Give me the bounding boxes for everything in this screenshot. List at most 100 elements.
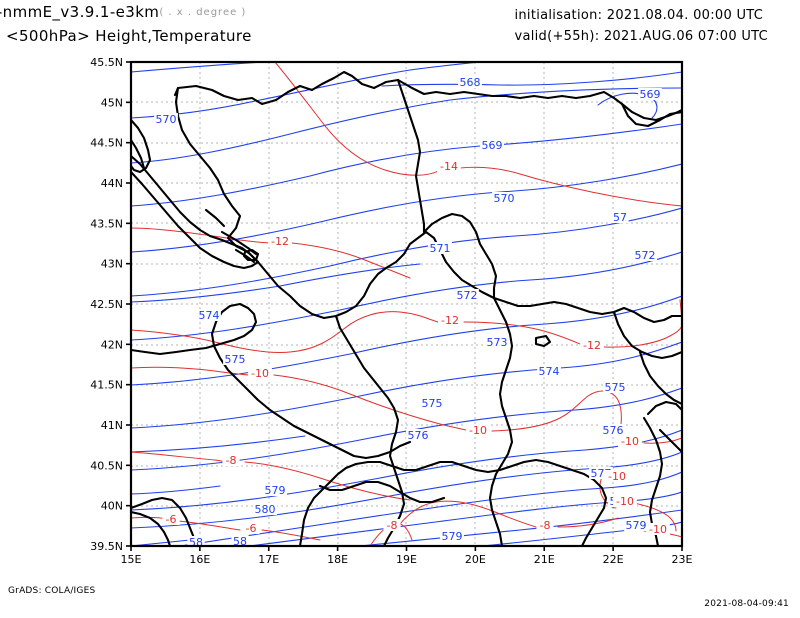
- initialisation-time: initialisation: 2021.08.04. 00:00 UTC: [514, 8, 764, 23]
- y-axis-tick-label: 43N: [101, 258, 123, 271]
- x-axis-tick-label: 20E: [465, 553, 486, 566]
- height-contour-label: 570: [156, 113, 177, 126]
- height-contour-label: 573: [487, 336, 508, 349]
- y-axis-tick-label: 42.5N: [90, 298, 123, 311]
- temperature-contour-label: -12: [583, 339, 601, 352]
- height-contour-label-halo: [485, 336, 509, 348]
- height-contour-label-halo: [480, 139, 504, 151]
- temperature-contour-labels: -14 -12 -12 -12 -10 -10 -10 -10 -10 -8 -8 -8 -6 -6 -10: [162, 160, 670, 536]
- height-contour-label-halo: [263, 484, 287, 496]
- height-contour-label-halo: [406, 429, 430, 441]
- temperature-contour-label: -10: [649, 523, 667, 536]
- height-contour-label-halo: [455, 289, 479, 301]
- temperature-contour-label: -10: [621, 435, 639, 448]
- temperature-contour-label: -6: [246, 522, 257, 535]
- height-contour-label: 575: [605, 381, 626, 394]
- temperature-contour-label: -10: [616, 495, 634, 508]
- height-contour-label-halo: [603, 381, 627, 393]
- height-contour-label: 569: [640, 88, 661, 101]
- height-contour-label-halo: [537, 365, 561, 377]
- header-left-block: f-nmmE_v3.9.1-e3km( . x . degree ) <500h…: [0, 3, 430, 49]
- x-axis-tick-label: 21E: [534, 553, 555, 566]
- height-contour-label-halo: [458, 76, 482, 88]
- temperature-contour-label-halo: [162, 513, 180, 525]
- height-contours: [131, 62, 682, 546]
- temperature-contour-label-halo: [242, 522, 260, 534]
- temperature-contour-label: -8: [387, 519, 398, 532]
- header-right-block: initialisation: 2021.08.04. 00:00 UTC va…: [514, 5, 768, 47]
- height-contour-label-halo: [624, 519, 648, 531]
- height-contour-label: 5: [610, 495, 617, 508]
- height-contour-label-halo: [633, 249, 657, 261]
- temperature-contour-label-halo: [437, 160, 461, 172]
- temperature-contour-label: -12: [441, 314, 459, 327]
- y-axis-tick-label: 44.5N: [90, 137, 123, 150]
- model-name: f-nmmE_v3.9.1-e3km: [0, 3, 160, 21]
- model-resolution-note: ( . x . degree ): [159, 7, 247, 18]
- temperature-contour-label: -12: [271, 235, 289, 248]
- temperature-contour-label-halo: [222, 454, 240, 466]
- height-contour-label: 570: [494, 192, 515, 205]
- temperature-contour-label-halo: [536, 519, 554, 531]
- height-contour-label: 58: [233, 535, 247, 548]
- level-and-fields-title: <500hPa> Height,Temperature: [6, 27, 252, 45]
- height-contour-label-halo: [154, 113, 178, 125]
- temperature-contour-label-halo: [580, 339, 604, 351]
- y-axis-tick-label: 44N: [101, 177, 123, 190]
- height-contour-label: 579: [265, 484, 286, 497]
- temperature-contour-label: -8: [226, 454, 237, 467]
- temperature-contour-label: -10: [469, 424, 487, 437]
- temperature-contours: [131, 62, 682, 546]
- temperature-contour-label: -6: [166, 513, 177, 526]
- temperature-contour-label: -10: [608, 470, 626, 483]
- height-contour-label-halo: [253, 503, 277, 515]
- y-axis: 39.5N 40N 40.5N 41N 41.5N 42N 42.5N 43N 43.5N 44N…: [90, 56, 131, 553]
- x-axis-tick-label: 19E: [396, 553, 417, 566]
- model-title-line: f-nmmE_v3.9.1-e3km( . x . degree ): [0, 3, 246, 21]
- height-contour-label: 575: [422, 397, 443, 410]
- height-contour-label-halo: [492, 192, 516, 204]
- temperature-contour-label: -10: [251, 367, 269, 380]
- height-contour-label: 576: [603, 424, 624, 437]
- coastlines-and-borders: [131, 70, 682, 546]
- height-contour-label: 568: [460, 76, 481, 89]
- height-contour-label-halo: [231, 535, 249, 547]
- valid-time: valid(+55h): 2021.AUG.06 07:00 UTC: [514, 29, 768, 44]
- temperature-contour-label-halo: [466, 424, 490, 436]
- height-contour-label-halo: [440, 530, 464, 542]
- y-axis-tick-label: 39.5N: [90, 540, 123, 553]
- temperature-contour-label-halo: [605, 470, 629, 482]
- height-contour-label-halo: [638, 88, 662, 100]
- x-axis-tick-label: 23E: [672, 553, 693, 566]
- x-axis-tick-label: 22E: [603, 553, 624, 566]
- y-axis-tick-label: 45.5N: [90, 56, 123, 69]
- x-axis-tick-label: 15E: [121, 553, 142, 566]
- y-axis-tick-label: 40.5N: [90, 459, 123, 472]
- temperature-contour-label: -14: [440, 160, 458, 173]
- height-contour-label-halo: [428, 242, 452, 254]
- temperature-contour-label-halo: [268, 235, 292, 247]
- temperature-contour-label-halo: [383, 519, 401, 531]
- temperature-contour-label-halo: [646, 523, 670, 535]
- render-timestamp: 2021-08-04-09:41: [704, 599, 789, 609]
- y-axis-tick-label: 40N: [101, 500, 123, 513]
- height-contour-label: 580: [255, 503, 276, 516]
- height-contour-label: 574: [539, 365, 560, 378]
- height-contour-label: 569: [482, 139, 503, 152]
- height-contour-label: 574: [199, 309, 220, 322]
- y-axis-tick-label: 45N: [101, 96, 123, 109]
- y-axis-tick-label: 43.5N: [90, 217, 123, 230]
- height-contour-label-halo: [420, 397, 444, 409]
- height-contour-label-halo: [197, 309, 221, 321]
- x-axis-tick-label: 16E: [189, 553, 210, 566]
- x-axis-tick-label: 17E: [258, 553, 279, 566]
- temperature-contour-label-halo: [618, 435, 642, 447]
- height-contour-label: 571: [430, 242, 451, 255]
- height-contour-label: 579: [626, 519, 647, 532]
- height-contour-label: 57: [613, 211, 627, 224]
- temperature-contour-label-halo: [438, 314, 462, 326]
- y-axis-tick-label: 41N: [101, 419, 123, 432]
- height-contour-labels: 568 569 570 569 570 57 571 572 572 574 573 575 574 57…: [154, 76, 662, 549]
